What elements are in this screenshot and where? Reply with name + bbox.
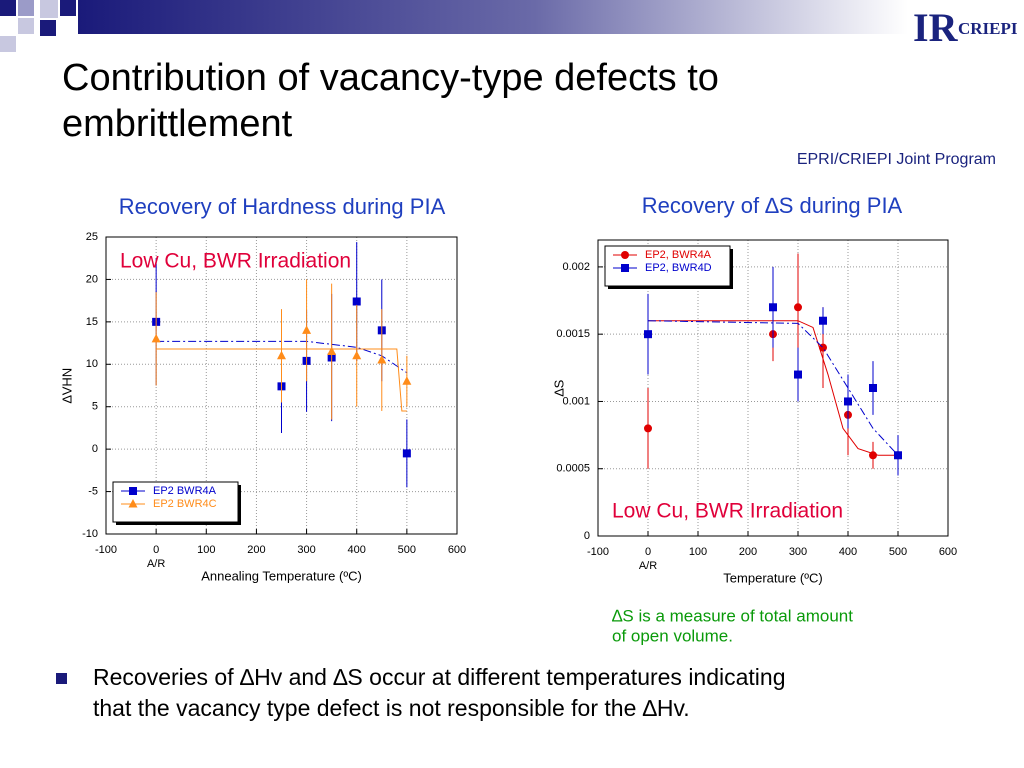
x-tick-label: -100 bbox=[95, 544, 117, 556]
marker bbox=[869, 451, 877, 460]
x-annotation: A/R bbox=[639, 560, 657, 572]
marker bbox=[277, 350, 286, 360]
y-tick-label: 5 bbox=[92, 401, 98, 413]
x-tick-label: 200 bbox=[739, 546, 757, 558]
marker bbox=[844, 397, 852, 406]
fit-line bbox=[647, 320, 899, 456]
corner-squares bbox=[0, 0, 76, 52]
y-axis-label: ∆VHN bbox=[59, 368, 74, 403]
x-tick-label: 500 bbox=[889, 546, 907, 558]
chart-title: Recovery of Hardness during PIA bbox=[119, 194, 446, 219]
annotation: Low Cu, BWR Irradiation bbox=[612, 500, 843, 523]
y-tick-label: 0 bbox=[584, 530, 590, 542]
x-tick-label: 400 bbox=[839, 546, 857, 558]
y-tick-label: 20 bbox=[86, 273, 98, 285]
fit-line bbox=[156, 340, 408, 374]
y-tick-label: -10 bbox=[82, 528, 98, 540]
x-tick-label: -100 bbox=[587, 546, 609, 558]
marker bbox=[402, 449, 411, 458]
note: ∆S is a measure of total amount bbox=[612, 606, 853, 625]
marker bbox=[621, 251, 629, 259]
legend-label: EP2 BWR4A bbox=[153, 485, 217, 497]
logo-mark: IR bbox=[913, 5, 959, 50]
logo-name: CRIEPI bbox=[958, 19, 1018, 38]
marker bbox=[302, 325, 312, 334]
marker bbox=[769, 303, 777, 312]
marker bbox=[794, 303, 802, 312]
x-tick-label: 500 bbox=[398, 544, 416, 556]
marker bbox=[151, 333, 161, 343]
marker bbox=[869, 384, 877, 392]
x-tick-label: 100 bbox=[197, 544, 215, 556]
marker bbox=[377, 355, 387, 364]
legend-label: EP2, BWR4A bbox=[645, 249, 712, 261]
y-tick-label: 15 bbox=[86, 316, 98, 328]
y-tick-label: 0.002 bbox=[562, 261, 590, 273]
note: of open volume. bbox=[612, 626, 733, 645]
plot-frame bbox=[597, 239, 949, 537]
legend-label: EP2 BWR4C bbox=[153, 498, 217, 510]
y-tick-label: 0 bbox=[92, 443, 98, 455]
legend-label: EP2, BWR4D bbox=[645, 262, 712, 274]
header-bar bbox=[78, 0, 908, 34]
marker bbox=[128, 499, 138, 508]
x-tick-label: 300 bbox=[297, 544, 315, 556]
marker bbox=[644, 330, 652, 339]
y-tick-label: -5 bbox=[88, 485, 98, 497]
marker bbox=[352, 350, 362, 360]
y-tick-label: 10 bbox=[86, 358, 98, 370]
x-tick-label: 200 bbox=[247, 544, 265, 556]
y-tick-label: 0.001 bbox=[562, 395, 590, 407]
marker bbox=[402, 376, 412, 385]
bullet-marker bbox=[56, 673, 67, 684]
x-tick-label: 0 bbox=[153, 544, 159, 556]
y-tick-label: 0.0005 bbox=[556, 463, 590, 475]
marker bbox=[327, 346, 337, 356]
x-tick-label: 300 bbox=[789, 546, 807, 558]
y-tick-label: 0.0015 bbox=[556, 328, 590, 340]
bullet-text: Recoveries of ∆Hv and ∆S occur at differ… bbox=[93, 664, 786, 690]
marker bbox=[794, 370, 802, 379]
y-axis-label: ∆S bbox=[551, 379, 566, 396]
annotation: Low Cu, BWR Irradiation bbox=[120, 250, 351, 273]
marker bbox=[894, 451, 902, 460]
bullet-text: that the vacancy type defect is not resp… bbox=[93, 695, 690, 721]
marker bbox=[819, 316, 827, 325]
slide-title: embrittlement bbox=[62, 103, 293, 145]
x-tick-label: 600 bbox=[939, 546, 957, 558]
marker bbox=[621, 264, 629, 272]
x-tick-label: 600 bbox=[448, 544, 466, 556]
x-annotation: A/R bbox=[147, 558, 165, 570]
marker bbox=[129, 487, 137, 495]
x-tick-label: 400 bbox=[348, 544, 366, 556]
marker bbox=[644, 424, 652, 433]
y-tick-label: 25 bbox=[86, 231, 98, 243]
program: EPRI/CRIEPI Joint Program bbox=[797, 151, 996, 168]
chart-title: Recovery of ∆S during PIA bbox=[642, 193, 903, 218]
marker bbox=[352, 297, 361, 306]
x-tick-label: 100 bbox=[689, 546, 707, 558]
slide-title: Contribution of vacancy-type defects to bbox=[62, 57, 719, 99]
x-tick-label: 0 bbox=[645, 546, 651, 558]
x-axis-label: Annealing Temperature (ºC) bbox=[201, 568, 362, 583]
fit-line bbox=[156, 348, 407, 412]
plot-frame bbox=[105, 236, 458, 535]
x-axis-label: Temperature (ºC) bbox=[723, 570, 822, 585]
